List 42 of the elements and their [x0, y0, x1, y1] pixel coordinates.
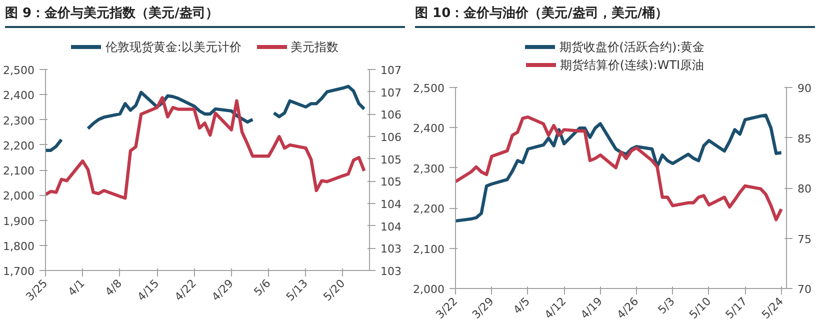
y2-tick-label: 105 [380, 175, 402, 188]
y-tick-label: 2,000 [413, 282, 445, 296]
y-tick-label: 2,500 [413, 82, 445, 95]
y-tick-label: 2,100 [413, 242, 445, 256]
y2-tick-label: 106 [380, 108, 402, 122]
y2-tick-label: 85 [798, 132, 812, 145]
y2-tick-label: 103 [380, 242, 402, 256]
y2-tick-label: 90 [798, 82, 812, 95]
y-tick-label: 2,200 [413, 202, 445, 216]
y-tick-label: 2,100 [3, 164, 35, 178]
x-tick-label: 4/8 [102, 276, 124, 298]
y-tick-label: 2,300 [3, 114, 35, 127]
y2-tick-label: 107 [380, 64, 402, 77]
y-tick-label: 1,700 [3, 264, 35, 278]
y2-tick-label: 104 [380, 198, 402, 211]
line-series [46, 96, 366, 200]
y-tick-label: 2,000 [3, 189, 35, 202]
y-tick-label: 2,500 [3, 64, 35, 77]
y-tick-label: 2,400 [413, 122, 445, 135]
x-tick-label: 5/3 [656, 294, 678, 316]
y2-tick-label: 80 [798, 182, 812, 196]
legend-label: 美元指数 [290, 40, 339, 54]
y2-tick-label: 75 [798, 232, 812, 246]
x-tick-label: 4/5 [510, 294, 532, 316]
legend-label: 期货结算价(连续):WTI原油 [560, 58, 704, 72]
legend-label: 伦敦现货黄金:以美元计价 [105, 40, 242, 54]
chart-title: 图 9：金价与美元指数（美元/盎司） [5, 5, 218, 23]
x-tick-label: 4/1 [66, 276, 88, 298]
y-tick-label: 1,900 [3, 214, 35, 228]
y2-tick-label: 105 [380, 152, 402, 166]
y2-tick-label: 103 [380, 264, 402, 278]
y2-tick-label: 106 [380, 130, 402, 144]
y2-tick-label: 70 [798, 282, 812, 296]
chart-title: 图 10：金价与油价（美元/盎司，美元/桶） [415, 5, 668, 23]
y-tick-label: 2,300 [413, 162, 445, 175]
x-tick-label: 5/6 [251, 276, 274, 298]
y2-tick-label: 107 [380, 86, 402, 99]
legend-label: 期货收盘价(活跃合约):黄金 [559, 40, 705, 54]
y-tick-label: 2,200 [3, 138, 35, 152]
y2-tick-label: 104 [380, 220, 402, 233]
y-tick-label: 2,400 [3, 88, 35, 102]
y-tick-label: 1,800 [3, 239, 35, 252]
